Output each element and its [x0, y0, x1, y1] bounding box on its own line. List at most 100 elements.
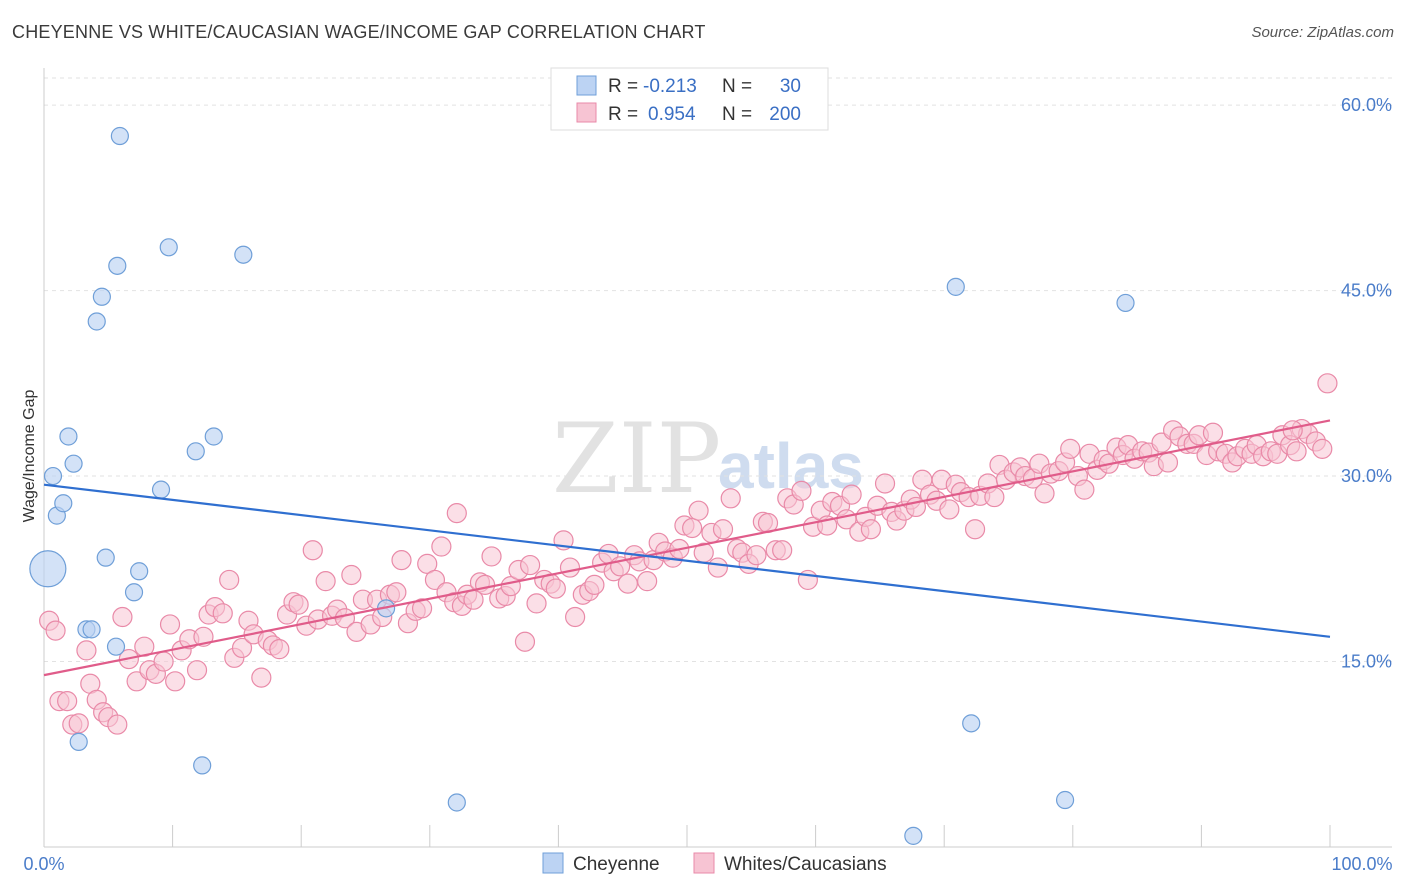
source-credit: Source: ZipAtlas.com [1251, 24, 1394, 41]
point-whites-caucasians [417, 553, 438, 574]
point-whites-caucasians [251, 667, 272, 688]
point-cheyenne [962, 714, 981, 733]
y-axis-label: Wage/Income Gap [21, 390, 38, 523]
trend-line-cheyenne [43, 483, 1331, 638]
point-cheyenne [234, 245, 253, 264]
point-whites-caucasians [841, 484, 862, 505]
point-cheyenne [193, 756, 212, 775]
point-whites-caucasians [520, 554, 541, 576]
y-tick-label: 60.0% [1341, 95, 1392, 115]
point-cheyenne [946, 277, 965, 296]
point-whites-caucasians [1151, 432, 1172, 453]
legend-n-label-2: N = [722, 104, 752, 125]
correlation-legend: R = -0.213 N = 30 R = 0.954 N = 200 [550, 67, 829, 131]
point-whites-caucasians [617, 573, 638, 594]
axes [43, 68, 1392, 848]
bottom-legend-label-white: Whites/Caucasians [724, 854, 887, 875]
point-whites-caucasians [1282, 420, 1303, 441]
legend-n-value-2: 200 [769, 104, 801, 125]
point-whites-caucasians [1157, 452, 1179, 473]
point-whites-caucasians [165, 671, 186, 692]
point-whites-caucasians [1286, 441, 1307, 462]
point-cheyenne [96, 548, 115, 567]
point-cheyenne [92, 287, 111, 306]
point-whites-caucasians [231, 637, 253, 659]
point-whites-caucasians [391, 550, 412, 571]
series-cheyenne [29, 126, 1135, 845]
point-whites-caucasians [219, 569, 240, 591]
point-cheyenne [110, 126, 129, 146]
point-whites-caucasians [791, 480, 812, 501]
point-cheyenne [130, 562, 149, 581]
point-cheyenne [43, 466, 63, 486]
point-cheyenne [59, 427, 78, 446]
point-whites-caucasians [288, 594, 309, 615]
point-whites-caucasians [860, 519, 881, 540]
point-whites-caucasians [186, 660, 208, 681]
point-cheyenne [64, 454, 83, 473]
point-whites-caucasians [474, 574, 496, 595]
point-whites-caucasians [411, 598, 433, 619]
legend-r-label-2: R = [608, 104, 638, 125]
bottom-legend: Cheyenne Whites/Caucasians [542, 852, 887, 875]
point-cheyenne [186, 442, 205, 461]
point-whites-caucasians [302, 540, 323, 561]
point-cheyenne [904, 826, 923, 845]
point-whites-caucasians [1317, 373, 1338, 394]
legend-n-value-1: 30 [780, 76, 801, 97]
point-whites-caucasians [45, 620, 66, 641]
trend-lines [43, 419, 1331, 677]
legend-r-label-1: R = [608, 76, 638, 97]
y-tick-label: 15.0% [1341, 652, 1392, 672]
bottom-legend-swatch-white [693, 852, 715, 874]
y-tick-label: 45.0% [1341, 281, 1392, 301]
legend-swatch-cheyenne [576, 75, 597, 96]
point-whites-caucasians [1074, 479, 1095, 500]
x-ticks [43, 825, 1331, 847]
point-whites-caucasians [269, 639, 290, 660]
x-tick-label-min: 0.0% [23, 854, 64, 874]
chart-title: CHEYENNE VS WHITE/CAUCASIAN WAGE/INCOME … [12, 22, 706, 42]
point-whites-caucasians [559, 557, 581, 578]
point-whites-caucasians [545, 578, 566, 599]
y-tick-labels: 15.0% 30.0% 45.0% 60.0% [1341, 95, 1392, 671]
watermark-zip: ZIP [552, 403, 721, 515]
point-cheyenne [1055, 790, 1075, 810]
legend-box [550, 67, 829, 131]
legend-n-label-1: N = [722, 76, 752, 97]
trend-line-whites-caucasians [43, 419, 1331, 677]
x-tick-label-max: 100.0% [1331, 854, 1392, 874]
point-whites-caucasians [964, 519, 986, 540]
point-whites-caucasians [424, 569, 446, 591]
point-whites-caucasians [565, 606, 586, 628]
point-whites-caucasians [159, 614, 181, 635]
point-whites-caucasians [68, 713, 89, 734]
point-whites-caucasians [386, 582, 407, 603]
point-whites-caucasians [688, 500, 709, 521]
point-cheyenne [151, 480, 171, 499]
point-whites-caucasians [341, 564, 362, 586]
point-whites-caucasians [584, 574, 605, 595]
point-whites-caucasians [707, 557, 728, 578]
point-whites-caucasians [153, 651, 174, 672]
y-tick-label: 30.0% [1341, 466, 1392, 486]
point-cheyenne [124, 583, 144, 602]
point-whites-caucasians [772, 540, 793, 561]
bottom-legend-label-cheyenne: Cheyenne [573, 854, 660, 875]
point-whites-caucasians [746, 545, 767, 566]
point-whites-caucasians [712, 519, 734, 540]
point-cheyenne [82, 620, 101, 639]
point-cheyenne [108, 256, 127, 275]
legend-r-value-1: -0.213 [643, 76, 697, 97]
legend-r-value-2: 0.954 [648, 104, 696, 125]
point-cheyenne [87, 312, 106, 331]
legend-swatch-white [576, 102, 597, 123]
watermark: ZIP atlas [552, 403, 864, 515]
point-whites-caucasians [446, 503, 467, 524]
point-whites-caucasians [514, 631, 536, 652]
point-cheyenne [447, 793, 466, 812]
point-cheyenne [54, 494, 73, 513]
point-whites-caucasians [481, 546, 502, 567]
bottom-legend-swatch-cheyenne [542, 852, 564, 874]
